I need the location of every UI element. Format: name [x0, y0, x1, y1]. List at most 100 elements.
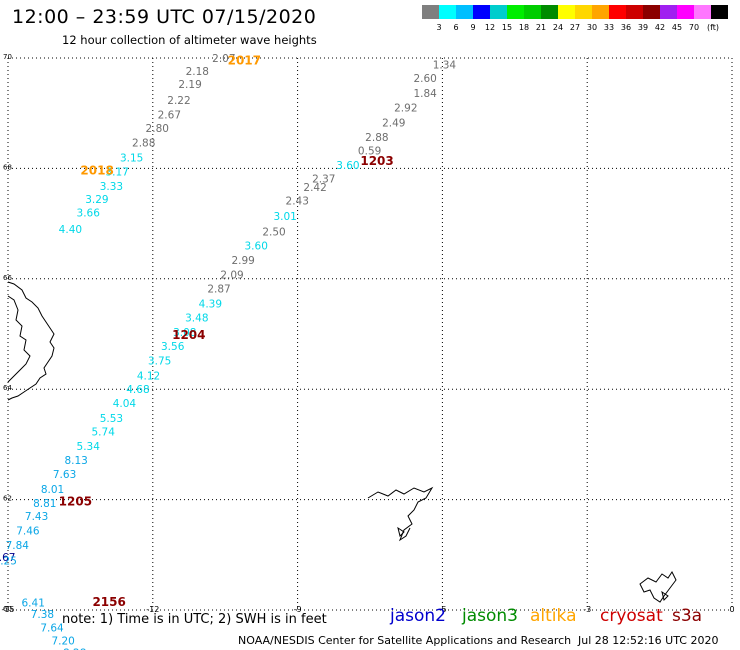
legend-tick-label: 6 — [453, 23, 459, 32]
greenland-coast — [7, 281, 55, 401]
wave-height-value: 1.34 — [433, 60, 457, 72]
longitude-label: -9 — [294, 605, 302, 614]
latitude-label: 66 — [3, 274, 12, 282]
wave-height-value: 4.12 — [137, 370, 160, 382]
mission-name: s3a — [672, 606, 703, 626]
legend-swatch — [626, 5, 643, 19]
legend-tick-label: 30 — [586, 23, 598, 32]
legend-swatch — [677, 5, 694, 19]
mission-name: altika — [530, 606, 577, 626]
legend-tick-label: 24 — [552, 23, 564, 32]
wave-height-value: 3.75 — [148, 355, 171, 367]
page-subtitle: 12 hour collection of altimeter wave hei… — [62, 33, 317, 47]
legend-swatch — [592, 5, 609, 19]
longitude-label: 0 — [729, 605, 734, 614]
wave-height-tracks: 2.072.182.19 2.22 2.67 2.80 2.88 3.15 3.17 3.33… — [0, 53, 456, 650]
legend-tick-label: 18 — [518, 23, 530, 32]
wave-height-value: 2.88 — [365, 132, 388, 144]
wave-height-value: 3.29 — [85, 194, 108, 206]
mission-name: jason3 — [462, 606, 518, 626]
wave-height-value: 3.60 — [245, 241, 268, 253]
wave-height-value: 8.25 — [0, 555, 17, 567]
legend-swatch — [456, 5, 473, 19]
wave-height-value: 8.28 — [63, 648, 86, 650]
wave-height-value: 2.92 — [394, 103, 417, 115]
faroe-islet — [397, 526, 405, 537]
legend-swatch — [507, 5, 524, 19]
faroe-islands — [367, 486, 434, 542]
wave-height-value: 2.50 — [262, 226, 285, 238]
wave-height-value: 5.74 — [92, 427, 116, 439]
legend-swatch — [473, 5, 490, 19]
wave-height-value: 8.13 — [64, 455, 87, 467]
mission-name: cryosat — [600, 606, 663, 626]
wave-height-value: 5.34 — [77, 441, 101, 453]
pass-time-label: 2018 — [80, 164, 113, 178]
mission-name: jason2 — [390, 606, 446, 626]
legend-tick-label: 3 — [436, 23, 442, 32]
wave-height-value: 5.53 — [100, 413, 123, 425]
wave-height-value: 3.66 — [77, 208, 101, 220]
shetland-islet — [661, 590, 669, 601]
wave-height-value: 3.60 — [336, 160, 359, 172]
wave-height-value: 7.20 — [51, 635, 74, 647]
legend-tick-label: 21 — [535, 23, 547, 32]
generated-timestamp: Jul 28 12:52:16 UTC 2020 — [578, 634, 719, 647]
wave-height-value: 2.80 — [146, 123, 169, 135]
wave-height-value: 0.59 — [358, 146, 381, 158]
legend-swatch — [694, 5, 711, 19]
wave-height-value: 8.81 — [33, 498, 56, 510]
wave-height-value: 2.09 — [220, 269, 243, 281]
wave-height-value: 3.56 — [161, 341, 185, 353]
wave-height-value: 2.60 — [413, 73, 436, 85]
latitude-label: 70 — [3, 53, 12, 61]
legend-swatch — [609, 5, 626, 19]
legend-swatch — [422, 5, 439, 19]
page-title: 12:00 – 23:59 UTC 07/15/2020 — [12, 6, 317, 28]
latitude-label: 64 — [3, 384, 12, 392]
wave-height-value: 4.68 — [126, 384, 149, 396]
legend-swatch — [660, 5, 677, 19]
wave-height-value: 4.40 — [59, 224, 82, 236]
legend-swatch — [558, 5, 575, 19]
units-note: note: 1) Time is in UTC; 2) SWH is in fe… — [62, 612, 327, 627]
wave-height-value: 4.04 — [113, 398, 137, 410]
legend-tick-label: 36 — [620, 23, 632, 32]
legend-tick-label: 33 — [603, 23, 615, 32]
legend-tick-label: 12 — [484, 23, 496, 32]
wave-height-value: 2.07 — [212, 53, 235, 65]
track-2017: 2.072.182.19 2.22 2.67 2.80 2.88 3.15 3.17 3.33… — [59, 53, 236, 236]
wave-height-value: 2.88 — [132, 137, 155, 149]
track-1203: 1.342.601.842.922.492.880.593.602.372.42… — [0, 60, 456, 568]
wave-height-value: 7.43 — [25, 511, 48, 523]
legend-swatch — [541, 5, 558, 19]
wave-height-value: 3.33 — [100, 181, 123, 193]
legend-swatch — [490, 5, 507, 19]
wave-height-value: 4.39 — [199, 299, 222, 311]
wave-height-value: 2.49 — [382, 118, 405, 130]
track-2156: 6.417.387.647.208.288.08 — [22, 597, 87, 650]
wave-height-value: 9.67 — [0, 552, 15, 564]
pass-time-label: 1203 — [360, 154, 393, 168]
wave-height-value: 3.48 — [185, 312, 208, 324]
wave-height-value: 2.43 — [286, 195, 309, 207]
wave-height-value: 3.17 — [105, 167, 128, 179]
greenland-coast-inner — [7, 295, 31, 383]
legend-tick-label: 27 — [569, 23, 581, 32]
wave-height-value: 8.01 — [41, 484, 64, 496]
longitude-label: -6 — [438, 605, 446, 614]
wave-height-value: 2.87 — [207, 284, 230, 296]
wave-height-value: 2.22 — [167, 95, 190, 107]
pass-time-labels: 2017 2018 1203 1204 1205 2156 — [59, 54, 394, 610]
latitude-label: 68 — [3, 163, 12, 171]
latitude-label: 62 — [3, 495, 12, 503]
wave-height-value: 2.42 — [303, 182, 326, 194]
wave-height-value: 1.84 — [413, 88, 437, 100]
legend-tick-label: 15 — [501, 23, 513, 32]
wave-height-value: 6.41 — [22, 597, 45, 609]
wave-height-value: 2.19 — [178, 79, 201, 91]
credit-line: NOAA/NESDIS Center for Satellite Applica… — [238, 634, 572, 647]
wave-height-value: 7.63 — [53, 469, 76, 481]
wave-height-value: 2.18 — [186, 66, 209, 78]
pass-time-label: 1204 — [172, 328, 205, 342]
